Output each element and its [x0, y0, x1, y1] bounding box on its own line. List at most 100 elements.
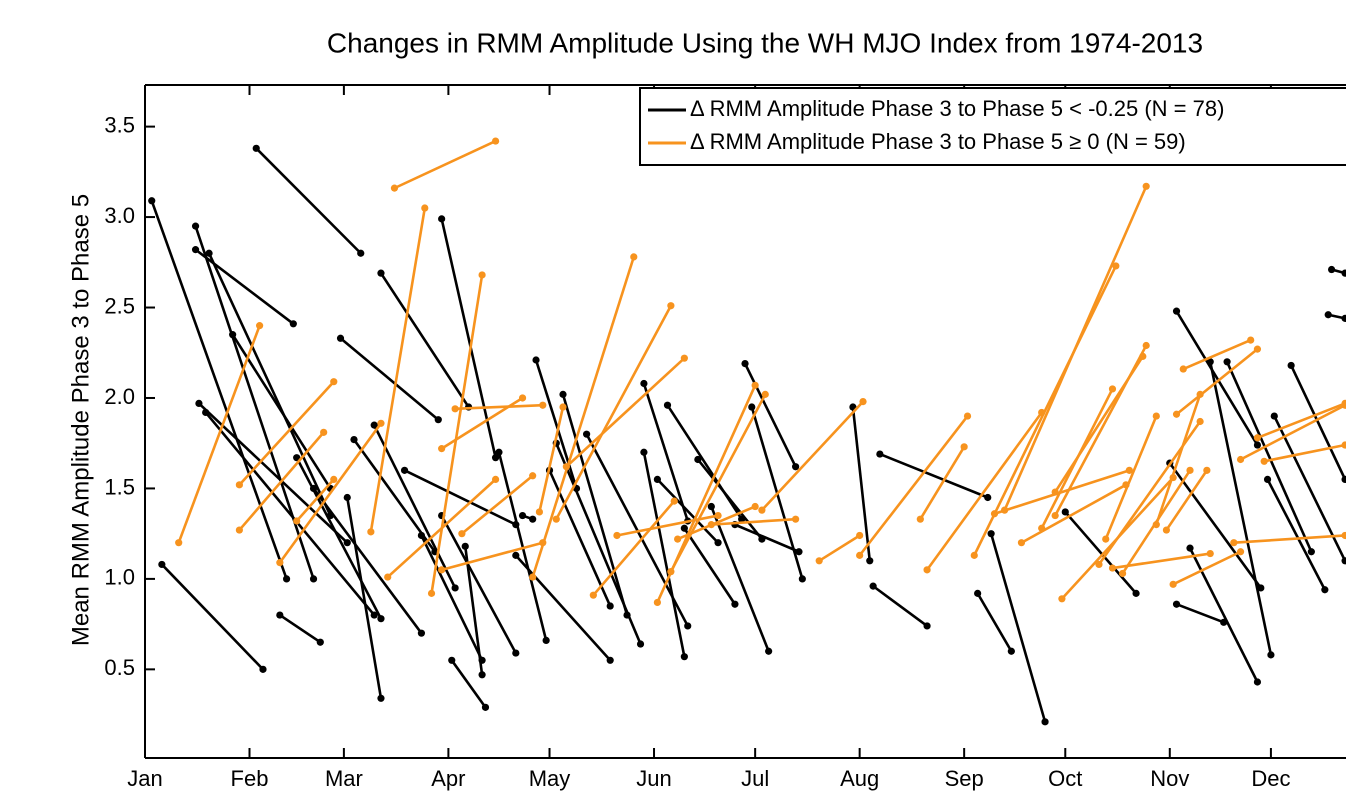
x-tick-label: Jun: [636, 766, 671, 791]
x-tick-label: May: [529, 766, 571, 791]
segment-end: [495, 448, 503, 456]
segment: [430, 274, 484, 594]
segment: [851, 406, 872, 561]
segment: [919, 446, 966, 520]
segment-end: [417, 531, 426, 540]
y-tick-label: 0.5: [104, 655, 135, 680]
segment: [312, 487, 423, 634]
segment-end: [1253, 434, 1262, 442]
segment: [198, 402, 349, 544]
segment-end: [370, 421, 378, 429]
segment-end: [400, 466, 409, 474]
segment-end: [583, 430, 591, 438]
segment-end: [202, 408, 210, 417]
segment-end: [866, 557, 874, 565]
segment-end: [670, 497, 678, 505]
segment-end: [916, 515, 924, 523]
segment-end: [923, 566, 931, 574]
segment-end: [276, 559, 284, 567]
segment-end: [792, 463, 800, 471]
segment-end: [562, 463, 570, 471]
segment-end: [158, 560, 166, 569]
segment-end: [990, 510, 999, 518]
segment: [1020, 483, 1127, 544]
segment-end: [421, 204, 429, 212]
segment: [441, 541, 544, 572]
segment-end: [491, 137, 500, 145]
segment: [1176, 603, 1225, 624]
segment-end: [191, 246, 200, 254]
segment-end: [1061, 508, 1069, 516]
segment-end: [859, 397, 867, 406]
segment-end: [293, 517, 301, 525]
segment: [420, 534, 484, 661]
segment: [339, 337, 440, 421]
segment: [926, 411, 1043, 571]
segment-end: [542, 636, 550, 645]
segment-end: [1132, 589, 1140, 597]
segment-end: [1172, 600, 1181, 608]
segment: [393, 139, 497, 190]
segment-end: [1169, 580, 1177, 588]
y-tick-label: 1.0: [104, 565, 135, 590]
segment: [440, 514, 517, 654]
segment-end: [1341, 269, 1346, 277]
segment-end: [714, 511, 722, 520]
segment: [616, 514, 719, 537]
segment-end: [636, 640, 645, 648]
segment-end: [640, 448, 648, 456]
segment-end: [974, 589, 982, 597]
segment-end: [1257, 584, 1265, 592]
segment-end: [438, 215, 446, 223]
segment-end: [1058, 595, 1066, 603]
segment-end: [293, 454, 301, 462]
segment-end: [316, 638, 324, 646]
segment-end: [1125, 466, 1133, 474]
y-tick-label: 2.0: [104, 384, 135, 409]
segment-end: [1263, 475, 1272, 483]
segment-end: [758, 506, 766, 514]
segment-end: [1142, 182, 1150, 190]
segment-end: [1118, 569, 1127, 578]
segment-end: [1223, 358, 1231, 366]
segment: [1054, 355, 1144, 493]
segment-end: [589, 591, 597, 599]
segment-end: [748, 403, 756, 411]
segment: [1175, 348, 1259, 416]
segment-end: [343, 539, 351, 547]
segment: [818, 534, 861, 562]
segment-end: [529, 472, 537, 480]
plot-area: [148, 137, 1346, 726]
segment: [1168, 462, 1262, 589]
segment-end: [1051, 488, 1059, 496]
segment-end: [451, 584, 459, 592]
segment-end: [1186, 544, 1194, 552]
segment-end: [384, 573, 392, 581]
segment: [194, 225, 315, 580]
segment: [278, 422, 383, 564]
segment: [150, 200, 288, 580]
segment: [497, 451, 548, 641]
x-tick-label: Nov: [1150, 766, 1189, 791]
y-tick-label: 2.5: [104, 293, 135, 318]
segment: [373, 424, 457, 589]
segment: [238, 380, 335, 486]
y-tick-label: 3.5: [104, 112, 135, 137]
segment-end: [1253, 441, 1262, 449]
segment: [450, 659, 487, 709]
segment: [565, 357, 686, 468]
segment: [455, 403, 543, 411]
segment: [734, 523, 800, 553]
segment: [531, 256, 636, 578]
segment-end: [350, 435, 358, 444]
segment-end: [1108, 564, 1117, 572]
segment: [345, 497, 383, 699]
segment: [858, 415, 969, 557]
segment: [1165, 469, 1208, 531]
x-tick-label: Jan: [127, 766, 162, 791]
legend-label: Δ RMM Amplitude Phase 3 to Phase 5 < -0.…: [690, 96, 1224, 121]
segment-end: [741, 360, 749, 368]
segment-end: [1139, 352, 1147, 360]
segment-end: [1206, 549, 1214, 558]
segment-end: [1017, 539, 1026, 547]
